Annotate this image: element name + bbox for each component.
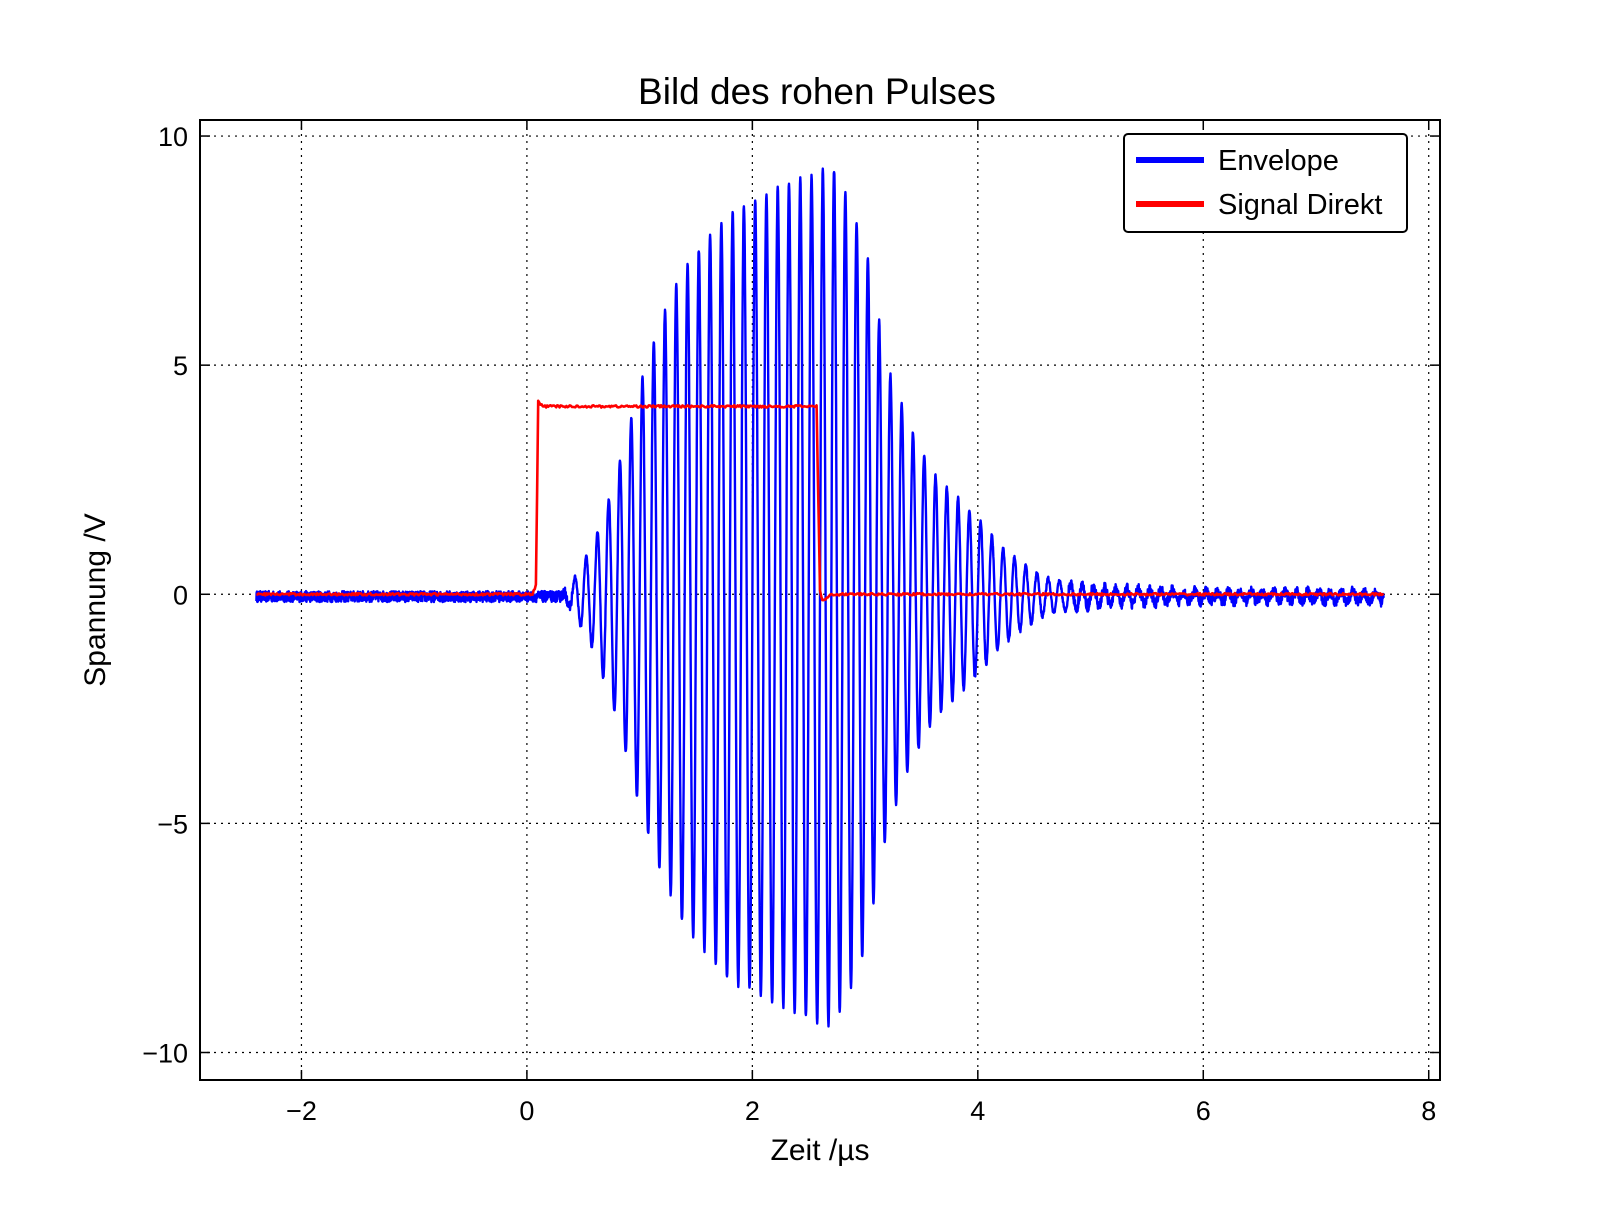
plot-frame xyxy=(199,119,1441,1081)
x-axis-label: Zeit /µs xyxy=(771,1134,870,1167)
y-tick-label: 10 xyxy=(158,122,188,152)
x-tick-label: 8 xyxy=(1421,1096,1436,1126)
x-tick-label: −2 xyxy=(286,1096,317,1126)
y-tick-label: 5 xyxy=(173,351,188,381)
legend-label: Envelope xyxy=(1218,145,1339,177)
series-layer xyxy=(255,167,1385,1028)
chart-title: Bild des rohen Pulses xyxy=(638,71,996,112)
y-axis-label: Spannung /V xyxy=(79,513,112,686)
x-tick-label: 4 xyxy=(970,1096,985,1126)
x-tick-label: 2 xyxy=(745,1096,760,1126)
x-tick-label: 0 xyxy=(519,1096,534,1126)
x-tick-label: 6 xyxy=(1196,1096,1211,1126)
legend: Envelope Signal Direkt xyxy=(1123,133,1408,233)
legend-label: Signal Direkt xyxy=(1218,189,1382,221)
grid xyxy=(200,120,1440,1080)
ticks xyxy=(200,120,1440,1080)
y-tick-label: −5 xyxy=(157,809,188,839)
y-tick-label: 0 xyxy=(173,580,188,610)
tick-labels: −2 0 2 4 6 8 −10 −5 0 5 10 xyxy=(142,122,1436,1126)
series-line-signal-direkt xyxy=(256,399,1385,602)
y-tick-label: −10 xyxy=(142,1039,188,1069)
